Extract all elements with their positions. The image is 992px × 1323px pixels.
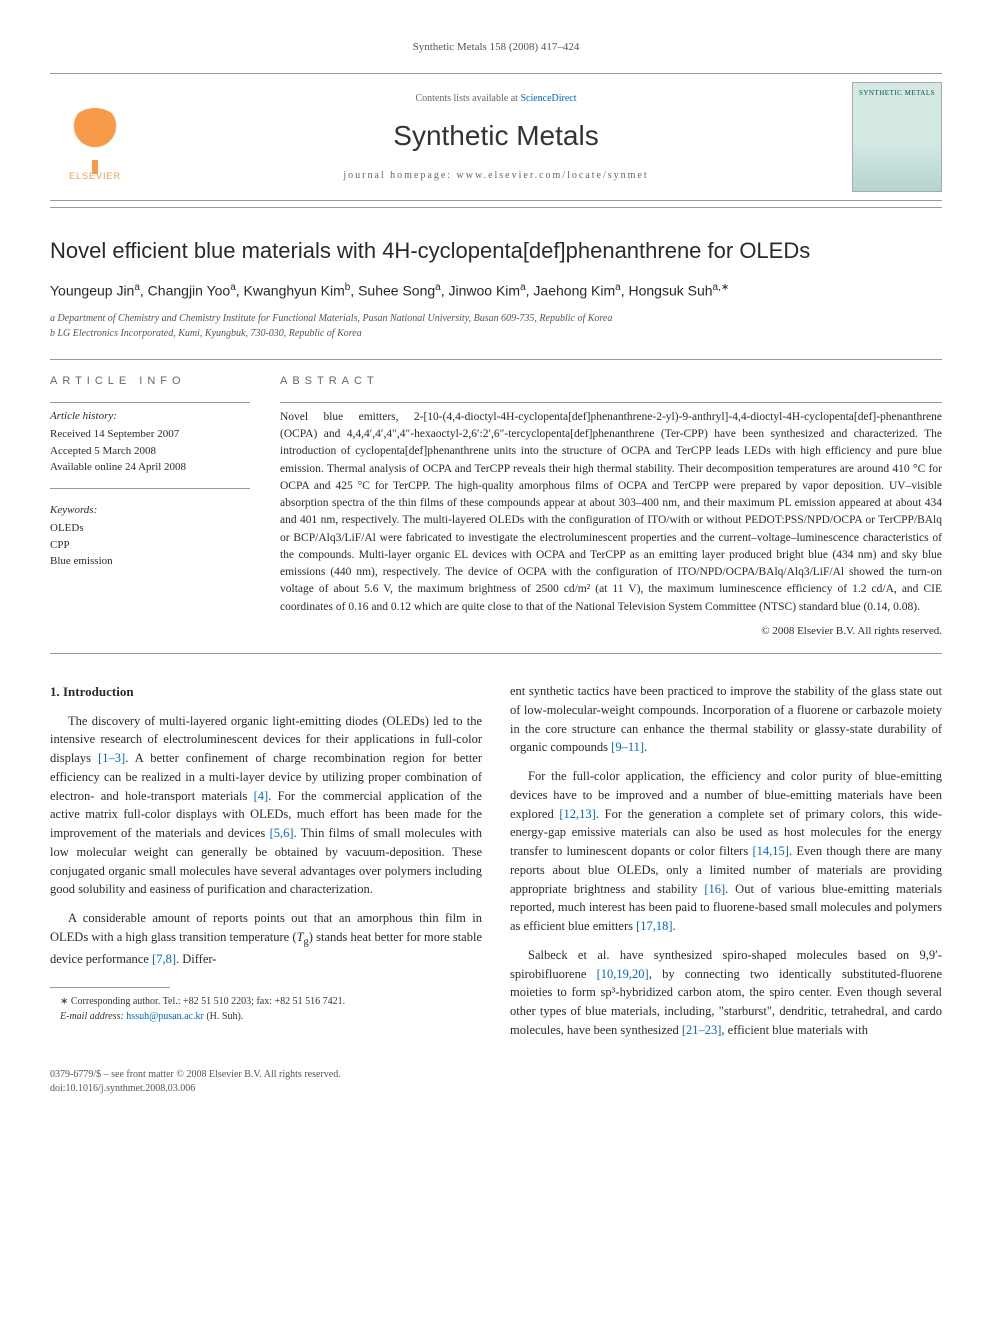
cover-title: SYNTHETIC METALS xyxy=(859,89,935,99)
body-right-column: ent synthetic tactics have been practice… xyxy=(510,682,942,1050)
keyword: OLEDs xyxy=(50,520,250,537)
keyword: CPP xyxy=(50,537,250,554)
email-name: (H. Suh). xyxy=(204,1011,243,1022)
abstract-copyright: © 2008 Elsevier B.V. All rights reserved… xyxy=(280,624,942,639)
homepage-url[interactable]: www.elsevier.com/locate/synmet xyxy=(457,170,649,181)
footer-doi: doi:10.1016/j.synthmet.2008.03.006 xyxy=(50,1082,942,1096)
abstract-label: abstract xyxy=(280,374,942,389)
elsevier-logo: ELSEVIER xyxy=(55,92,135,182)
body-paragraph: A considerable amount of reports points … xyxy=(50,909,482,969)
section-heading: 1. Introduction xyxy=(50,682,482,702)
info-rule xyxy=(50,402,250,403)
keywords-label: Keywords: xyxy=(50,503,250,518)
journal-name: Synthetic Metals xyxy=(140,116,852,155)
homepage-line: journal homepage: www.elsevier.com/locat… xyxy=(140,169,852,183)
body-paragraph: The discovery of multi-layered organic l… xyxy=(50,712,482,900)
running-header: Synthetic Metals 158 (2008) 417–424 xyxy=(50,40,942,55)
footnote-separator xyxy=(50,987,170,988)
author-list: Youngeup Jina, Changjin Yooa, Kwanghyun … xyxy=(50,281,942,301)
email-footnote: E-mail address: hssuh@pusan.ac.kr (H. Su… xyxy=(50,1009,482,1024)
email-link[interactable]: hssuh@pusan.ac.kr xyxy=(126,1011,204,1022)
corresponding-author-footnote: ∗ Corresponding author. Tel.: +82 51 510… xyxy=(50,994,482,1009)
history-item: Available online 24 April 2008 xyxy=(50,459,250,476)
body-left-column: 1. Introduction The discovery of multi-l… xyxy=(50,682,482,1050)
affiliation: b LG Electronics Incorporated, Kumi, Kyu… xyxy=(50,326,942,341)
journal-banner: ELSEVIER Contents lists available at Sci… xyxy=(50,73,942,201)
banner-center: Contents lists available at ScienceDirec… xyxy=(140,92,852,183)
contents-prefix: Contents lists available at xyxy=(415,93,520,104)
page-footer: 0379-6779/$ – see front matter © 2008 El… xyxy=(50,1068,942,1096)
article-info-label: article info xyxy=(50,374,250,389)
affiliation: a Department of Chemistry and Chemistry … xyxy=(50,311,942,326)
body-paragraph: For the full-color application, the effi… xyxy=(510,767,942,936)
elsevier-tree-icon xyxy=(65,108,125,168)
contents-line: Contents lists available at ScienceDirec… xyxy=(140,92,852,106)
body-columns: 1. Introduction The discovery of multi-l… xyxy=(50,682,942,1050)
body-paragraph: Salbeck et al. have synthesized spiro-sh… xyxy=(510,946,942,1040)
info-rule xyxy=(50,488,250,489)
body-paragraph: ent synthetic tactics have been practice… xyxy=(510,682,942,757)
abstract-text: Novel blue emitters, 2-[10-(4,4-dioctyl-… xyxy=(280,409,942,616)
article-title: Novel efficient blue materials with 4H-c… xyxy=(50,236,942,267)
abstract-rule xyxy=(280,402,942,403)
email-label: E-mail address: xyxy=(60,1011,126,1022)
article-info-column: article info Article history: Received 1… xyxy=(50,374,250,639)
history-item: Received 14 September 2007 xyxy=(50,426,250,443)
footer-front-matter: 0379-6779/$ – see front matter © 2008 El… xyxy=(50,1068,942,1082)
sciencedirect-link[interactable]: ScienceDirect xyxy=(520,93,576,104)
journal-cover-thumbnail: SYNTHETIC METALS xyxy=(852,82,942,192)
keyword: Blue emission xyxy=(50,553,250,570)
abstract-column: abstract Novel blue emitters, 2-[10-(4,4… xyxy=(280,374,942,639)
affiliations: a Department of Chemistry and Chemistry … xyxy=(50,311,942,341)
homepage-prefix: journal homepage: xyxy=(343,170,456,181)
publisher-logo-block: ELSEVIER xyxy=(50,92,140,182)
history-label: Article history: xyxy=(50,409,250,424)
info-abstract-block: article info Article history: Received 1… xyxy=(50,359,942,654)
history-item: Accepted 5 March 2008 xyxy=(50,443,250,460)
banner-underline xyxy=(50,207,942,208)
